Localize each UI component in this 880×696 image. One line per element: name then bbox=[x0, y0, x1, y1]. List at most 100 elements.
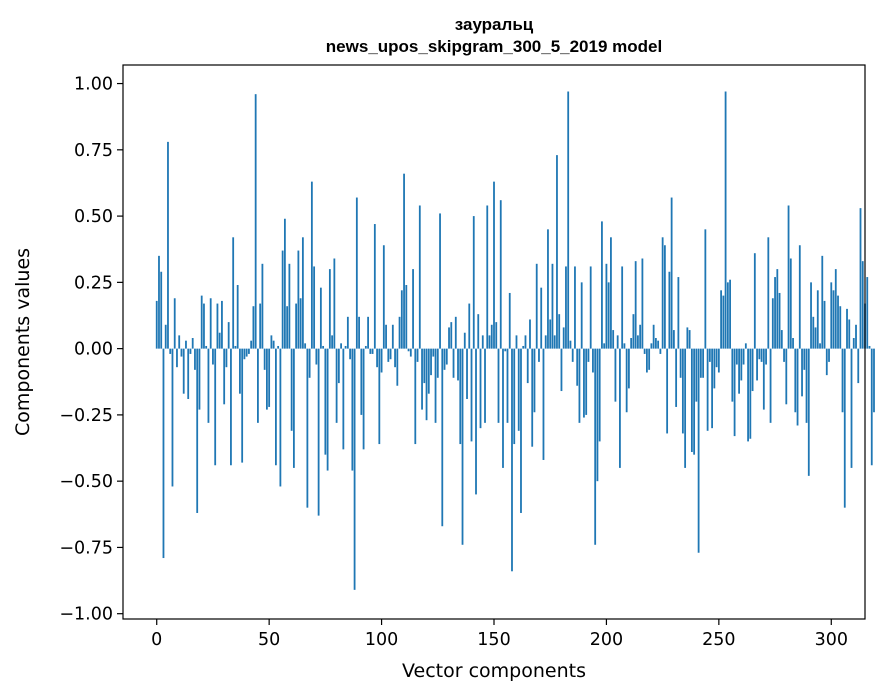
bar bbox=[859, 208, 862, 349]
bar bbox=[616, 335, 619, 349]
bar bbox=[297, 250, 300, 349]
bar bbox=[362, 348, 365, 450]
bar bbox=[758, 348, 761, 360]
plot-frame bbox=[122, 64, 866, 620]
bar bbox=[524, 335, 527, 349]
bar bbox=[387, 348, 390, 362]
bar bbox=[870, 348, 873, 466]
y-tick-label: −1.00 bbox=[59, 605, 113, 625]
bar bbox=[450, 322, 453, 349]
bar bbox=[407, 348, 410, 352]
bar bbox=[558, 314, 561, 349]
bar bbox=[421, 348, 423, 410]
bar bbox=[789, 258, 792, 349]
bar bbox=[380, 348, 383, 373]
bar bbox=[861, 261, 864, 349]
y-tick-label: −0.25 bbox=[59, 406, 113, 426]
bar bbox=[263, 348, 266, 370]
bar bbox=[178, 335, 181, 349]
bar bbox=[218, 332, 221, 349]
bar bbox=[227, 322, 230, 349]
bar bbox=[295, 303, 298, 349]
bar bbox=[520, 348, 522, 513]
bar bbox=[855, 324, 857, 349]
bar bbox=[801, 348, 803, 397]
bar bbox=[389, 348, 392, 360]
bar bbox=[533, 348, 536, 413]
bar bbox=[693, 348, 696, 455]
bar bbox=[729, 279, 731, 349]
bar bbox=[203, 303, 205, 349]
bar bbox=[726, 282, 729, 349]
bar bbox=[272, 340, 275, 349]
bar bbox=[717, 348, 720, 373]
bar bbox=[630, 338, 633, 349]
bar bbox=[540, 287, 543, 349]
bar bbox=[353, 348, 356, 590]
bar bbox=[261, 263, 264, 349]
bar bbox=[641, 258, 644, 349]
y-tick-label: 0.00 bbox=[74, 340, 113, 360]
bar bbox=[508, 292, 511, 349]
bar bbox=[821, 255, 824, 349]
bar bbox=[191, 338, 194, 349]
bar bbox=[270, 335, 273, 349]
bar bbox=[337, 348, 340, 384]
bar bbox=[430, 348, 432, 376]
bar bbox=[774, 277, 776, 349]
bar bbox=[621, 266, 624, 349]
x-tick-label: 200 bbox=[590, 630, 623, 650]
bar bbox=[567, 91, 570, 349]
bar bbox=[688, 330, 691, 349]
bar bbox=[668, 271, 671, 349]
bar bbox=[313, 266, 316, 349]
bar bbox=[742, 348, 745, 365]
bar bbox=[614, 348, 617, 402]
bar bbox=[619, 348, 621, 468]
bar bbox=[257, 348, 259, 423]
bar bbox=[212, 348, 214, 365]
bar bbox=[221, 300, 223, 349]
bar bbox=[171, 348, 174, 487]
bar bbox=[547, 229, 549, 349]
bar bbox=[805, 348, 808, 423]
bar bbox=[675, 348, 678, 407]
bar bbox=[580, 282, 583, 349]
bar bbox=[819, 343, 821, 349]
x-tick-label: 250 bbox=[702, 630, 735, 650]
bar bbox=[852, 338, 855, 349]
bar bbox=[315, 348, 318, 365]
bar bbox=[259, 303, 262, 349]
bar bbox=[837, 295, 839, 349]
bar bbox=[699, 348, 702, 378]
bar bbox=[373, 224, 376, 349]
bar bbox=[850, 348, 853, 468]
bar bbox=[589, 266, 592, 349]
bar bbox=[495, 322, 498, 349]
bar bbox=[479, 348, 482, 429]
bar bbox=[319, 287, 322, 349]
bar bbox=[457, 348, 459, 381]
bar bbox=[713, 348, 716, 389]
bar bbox=[735, 348, 738, 365]
bar bbox=[562, 327, 565, 349]
y-tick-label: 0.75 bbox=[74, 141, 113, 161]
bar bbox=[605, 263, 608, 349]
bar bbox=[376, 348, 378, 368]
bar bbox=[529, 319, 531, 349]
bar bbox=[497, 348, 500, 423]
bar bbox=[679, 348, 682, 378]
bar bbox=[436, 348, 439, 378]
bar bbox=[747, 348, 749, 442]
bar bbox=[823, 300, 826, 349]
bar bbox=[234, 345, 237, 349]
y-tick-label: 1.00 bbox=[74, 75, 113, 95]
bar bbox=[814, 327, 817, 349]
bar bbox=[724, 91, 727, 349]
bar bbox=[601, 221, 603, 349]
bar bbox=[306, 348, 309, 508]
y-axis-ticks: 1.00 0.75 0.50 0.25 0.00 −0.25 −0.50 −0.75 −1.00 bbox=[59, 75, 123, 625]
bar bbox=[753, 253, 756, 349]
bar bbox=[475, 348, 477, 495]
